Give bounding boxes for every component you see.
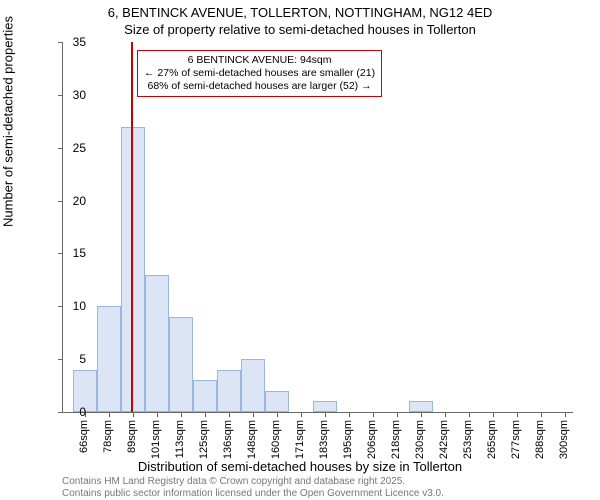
- x-tick-label: 101sqm: [150, 420, 162, 459]
- x-tick-label: 300sqm: [558, 420, 570, 459]
- x-tick-label: 136sqm: [222, 420, 234, 459]
- x-tick-label: 218sqm: [390, 420, 402, 459]
- x-tick-mark: [493, 412, 494, 417]
- x-tick-mark: [181, 412, 182, 417]
- x-tick-label: 171sqm: [294, 420, 306, 459]
- plot-area: 6 BENTINCK AVENUE: 94sqm← 27% of semi-de…: [62, 42, 573, 413]
- footnote-line-2: Contains public sector information licen…: [62, 488, 444, 499]
- histogram-bar: [313, 401, 337, 412]
- y-tick-label: 35: [56, 35, 86, 49]
- x-tick-label: 206sqm: [366, 420, 378, 459]
- x-tick-label: 125sqm: [198, 420, 210, 459]
- histogram-bar: [265, 391, 289, 412]
- annotation-line-3: 68% of semi-detached houses are larger (…: [144, 80, 375, 93]
- x-tick-mark: [301, 412, 302, 417]
- y-tick-label: 20: [56, 194, 86, 208]
- property-marker-line: [131, 42, 133, 412]
- x-tick-label: 89sqm: [126, 420, 138, 453]
- histogram-bar: [241, 359, 265, 412]
- histogram-bar: [217, 370, 241, 412]
- x-tick-mark: [349, 412, 350, 417]
- x-tick-mark: [277, 412, 278, 417]
- x-tick-label: 288sqm: [534, 420, 546, 459]
- x-tick-label: 277sqm: [510, 420, 522, 459]
- annotation-line-1: 6 BENTINCK AVENUE: 94sqm: [144, 54, 375, 67]
- x-tick-label: 253sqm: [462, 420, 474, 459]
- histogram-bar: [409, 401, 433, 412]
- x-tick-label: 230sqm: [414, 420, 426, 459]
- x-tick-mark: [325, 412, 326, 417]
- x-tick-mark: [397, 412, 398, 417]
- x-tick-label: 242sqm: [438, 420, 450, 459]
- x-tick-mark: [109, 412, 110, 417]
- histogram-bar: [145, 275, 169, 412]
- x-tick-mark: [157, 412, 158, 417]
- x-tick-mark: [229, 412, 230, 417]
- x-tick-mark: [469, 412, 470, 417]
- x-tick-label: 148sqm: [246, 420, 258, 459]
- footnote-line-1: Contains HM Land Registry data © Crown c…: [62, 476, 405, 487]
- y-axis-label: Number of semi-detached properties: [1, 16, 16, 227]
- x-tick-label: 78sqm: [102, 420, 114, 453]
- chart-title-main: 6, BENTINCK AVENUE, TOLLERTON, NOTTINGHA…: [0, 5, 600, 20]
- x-tick-mark: [133, 412, 134, 417]
- y-tick-label: 10: [56, 299, 86, 313]
- y-tick-label: 30: [56, 88, 86, 102]
- x-tick-label: 66sqm: [78, 420, 90, 453]
- y-tick-label: 15: [56, 246, 86, 260]
- chart-container: 6, BENTINCK AVENUE, TOLLERTON, NOTTINGHA…: [0, 0, 600, 500]
- x-tick-label: 195sqm: [342, 420, 354, 459]
- histogram-bar: [121, 127, 145, 412]
- x-tick-mark: [421, 412, 422, 417]
- y-tick-label: 0: [56, 405, 86, 419]
- x-tick-mark: [517, 412, 518, 417]
- x-tick-mark: [253, 412, 254, 417]
- x-tick-mark: [205, 412, 206, 417]
- x-tick-mark: [373, 412, 374, 417]
- x-axis-label: Distribution of semi-detached houses by …: [0, 459, 600, 474]
- x-tick-label: 160sqm: [270, 420, 282, 459]
- chart-title-sub: Size of property relative to semi-detach…: [0, 22, 600, 37]
- annotation-line-2: ← 27% of semi-detached houses are smalle…: [144, 67, 375, 80]
- x-tick-label: 183sqm: [318, 420, 330, 459]
- annotation-box: 6 BENTINCK AVENUE: 94sqm← 27% of semi-de…: [137, 50, 382, 97]
- histogram-bar: [169, 317, 193, 412]
- x-tick-label: 265sqm: [486, 420, 498, 459]
- y-tick-label: 5: [56, 352, 86, 366]
- x-tick-mark: [565, 412, 566, 417]
- x-tick-mark: [541, 412, 542, 417]
- y-tick-label: 25: [56, 141, 86, 155]
- histogram-bar: [97, 306, 121, 412]
- histogram-bar: [193, 380, 217, 412]
- x-tick-label: 113sqm: [174, 420, 186, 458]
- x-tick-mark: [445, 412, 446, 417]
